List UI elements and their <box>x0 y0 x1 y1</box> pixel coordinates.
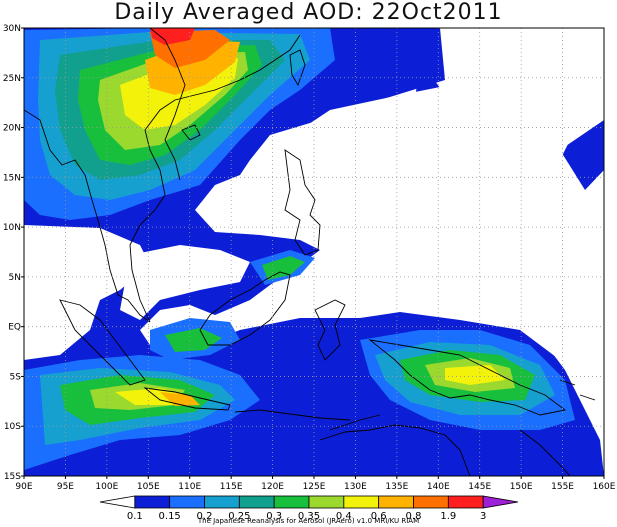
lat-tick-label: 20N <box>3 124 21 134</box>
colorbar-segment <box>169 495 205 509</box>
colorbar-segment <box>378 495 414 509</box>
colorbar-segment <box>273 495 310 509</box>
longitude-labels: 90E 95E 100E 105E 110E 115E 120E 125E 130E 135E 14… <box>15 476 616 492</box>
colorbar-segment <box>99 495 136 509</box>
colorbar-segment <box>343 495 380 509</box>
colorbar-label: 0.4 <box>336 511 352 522</box>
lat-tick-label: 15N <box>3 173 21 183</box>
lat-tick-label: EQ <box>8 323 21 333</box>
lat-tick-label: 5S <box>10 372 22 382</box>
lon-tick-label: 110E <box>178 482 201 492</box>
lon-tick-label: 145E <box>468 482 491 492</box>
island-lesser-sunda <box>234 409 351 421</box>
latitude-labels: 30N 25N 20N 15N 10N 5N EQ 5S 10S 15S <box>3 24 24 482</box>
colorbar-label: 0.3 <box>266 511 282 522</box>
colorbar-segment <box>413 495 449 509</box>
coast-australia <box>319 424 571 476</box>
island-new-guinea <box>368 339 567 416</box>
island-timor <box>329 414 381 431</box>
map-gridlines <box>24 28 604 476</box>
island-borneo <box>199 271 291 346</box>
island-philippines <box>284 149 321 256</box>
coast-indochina <box>24 34 301 323</box>
lon-tick-label: 130E <box>344 482 367 492</box>
map-title: Daily Averaged AOD: 22Oct2011 <box>114 0 503 25</box>
colorbar-segment <box>238 495 275 509</box>
colorbar-label: 0.35 <box>298 511 320 522</box>
colorbar-label: 0.25 <box>228 511 250 522</box>
clear-area-pacific <box>270 80 604 400</box>
lat-tick-label: 15S <box>4 472 21 482</box>
coastlines <box>24 28 596 476</box>
colorbar-label: 0.15 <box>159 511 181 522</box>
credit-line: The Japanese Reanalysis for Aerosol (JRA… <box>197 517 420 525</box>
clear-area-west <box>24 225 150 360</box>
lon-tick-label: 160E <box>593 482 616 492</box>
colorbar-segment <box>482 495 519 509</box>
lon-tick-label: 105E <box>137 482 160 492</box>
lon-tick-label: 120E <box>261 482 284 492</box>
lat-tick-label: 10N <box>3 223 21 233</box>
lon-tick-label: 155E <box>551 482 574 492</box>
colorbar-segment <box>447 495 484 509</box>
lon-tick-label: 125E <box>303 482 326 492</box>
colorbar-segment <box>134 495 171 509</box>
aod-region-0.35-pocket <box>262 256 305 280</box>
lat-tick-label: 5N <box>9 273 21 283</box>
island-java <box>143 387 231 411</box>
colorbar-label: 0.8 <box>406 511 422 522</box>
aod-region-3 <box>150 28 195 45</box>
aod-region-0.35-mid <box>165 328 222 352</box>
colorbar-label: 1.9 <box>440 511 456 522</box>
colorbar-segment <box>308 495 345 509</box>
colorbar-segment <box>204 495 240 509</box>
colorbar: 0.1 0.15 0.2 0.25 0.3 0.35 0.4 0.6 0.8 1.9 3 <box>99 495 519 522</box>
aod-region-low-2 <box>560 120 604 190</box>
lon-tick-label: 95E <box>57 482 74 492</box>
lat-tick-label: 10S <box>4 422 21 432</box>
lat-tick-label: 25N <box>3 74 21 84</box>
clear-area-pocket <box>200 195 255 222</box>
island-hainan <box>181 124 201 141</box>
colorbar-label: 0.2 <box>197 511 213 522</box>
lon-tick-label: 140E <box>427 482 450 492</box>
island-sulawesi <box>314 299 346 361</box>
lon-tick-label: 115E <box>220 482 243 492</box>
lon-tick-label: 150E <box>510 482 533 492</box>
lon-tick-label: 135E <box>385 482 408 492</box>
lat-tick-label: 30N <box>3 24 21 34</box>
coast-china <box>149 28 186 181</box>
island-taiwan <box>289 49 306 87</box>
island-sumatra <box>59 299 146 386</box>
lon-tick-label: 90E <box>15 482 32 492</box>
clear-area-south-china-sea <box>120 245 250 320</box>
colorbar-label: 3 <box>480 511 486 522</box>
lon-tick-label: 100E <box>95 482 118 492</box>
colorbar-label: 0.6 <box>371 511 387 522</box>
colorbar-label: 0.1 <box>127 511 143 522</box>
